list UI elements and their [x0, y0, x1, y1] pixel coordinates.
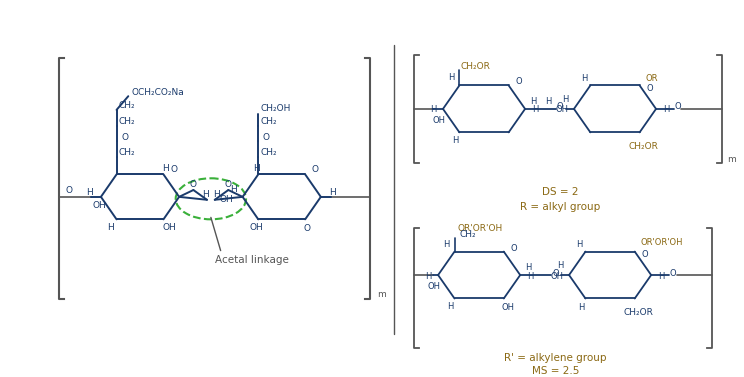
Text: H: H	[577, 240, 583, 249]
Text: H: H	[525, 263, 531, 272]
Text: H: H	[230, 184, 237, 193]
Text: CH₂OH: CH₂OH	[260, 104, 291, 113]
Text: CH₂: CH₂	[260, 117, 278, 126]
Text: CH₂: CH₂	[260, 149, 278, 157]
Text: OH: OH	[219, 195, 233, 204]
Text: CH₂: CH₂	[460, 230, 476, 239]
Text: CH₂: CH₂	[119, 101, 135, 110]
Text: O: O	[670, 268, 676, 277]
Text: O: O	[304, 224, 311, 233]
Text: CH₂: CH₂	[119, 149, 135, 157]
Text: H: H	[452, 136, 459, 145]
Text: O: O	[516, 77, 522, 86]
Text: OR'OR'OH: OR'OR'OH	[458, 224, 503, 233]
Text: O: O	[263, 133, 269, 142]
Text: CH₂: CH₂	[119, 117, 135, 126]
Text: H: H	[532, 106, 539, 114]
Text: H: H	[581, 74, 588, 83]
Text: m: m	[377, 290, 386, 299]
Text: CH₂OR: CH₂OR	[629, 141, 658, 150]
Text: R = alkyl group: R = alkyl group	[520, 202, 600, 211]
Text: H: H	[663, 106, 670, 114]
Text: OH: OH	[92, 201, 106, 210]
Text: OR'OR'OH: OR'OR'OH	[641, 238, 683, 247]
Text: OR: OR	[646, 74, 658, 83]
Text: O: O	[674, 103, 681, 112]
Text: O: O	[122, 133, 129, 142]
Text: OH: OH	[249, 223, 263, 231]
Text: CH₂OR: CH₂OR	[460, 62, 490, 71]
Text: O: O	[190, 180, 197, 188]
Text: OH: OH	[551, 271, 563, 280]
Text: Acetal linkage: Acetal linkage	[215, 255, 289, 265]
Text: OCH₂CO₂Na: OCH₂CO₂Na	[131, 88, 184, 97]
Text: H: H	[253, 164, 260, 173]
Text: OH: OH	[555, 106, 568, 114]
Text: H: H	[527, 271, 533, 280]
Text: H: H	[530, 97, 536, 106]
Text: R' = alkylene group: R' = alkylene group	[504, 353, 606, 363]
Text: MS = 2.5: MS = 2.5	[532, 366, 579, 376]
Text: OH: OH	[162, 223, 176, 231]
Text: O: O	[312, 165, 318, 174]
Text: H: H	[86, 188, 93, 198]
Text: H: H	[443, 240, 450, 249]
Text: CH₂OR: CH₂OR	[623, 308, 653, 317]
Text: O: O	[552, 268, 559, 277]
Text: OH: OH	[501, 303, 514, 312]
Text: OH: OH	[428, 282, 440, 291]
Text: m: m	[728, 155, 736, 164]
Text: OH: OH	[432, 116, 446, 125]
Text: H: H	[449, 73, 455, 82]
Text: H: H	[658, 271, 664, 280]
Text: DS = 2: DS = 2	[542, 187, 579, 197]
Text: H: H	[557, 261, 563, 270]
Text: O: O	[641, 250, 648, 259]
Text: H: H	[329, 188, 336, 198]
Text: H: H	[430, 106, 436, 114]
Text: O: O	[647, 84, 653, 93]
Text: O: O	[225, 180, 232, 188]
Text: H: H	[214, 190, 220, 199]
Text: H: H	[425, 271, 432, 280]
Text: H: H	[162, 164, 169, 173]
Text: O: O	[170, 165, 178, 174]
Text: H: H	[562, 95, 568, 104]
Text: O: O	[65, 185, 72, 195]
Text: H: H	[107, 223, 114, 231]
Text: H: H	[447, 302, 454, 311]
Text: H: H	[202, 190, 208, 199]
Text: H: H	[578, 303, 585, 312]
Text: O: O	[510, 244, 517, 253]
Text: H: H	[545, 97, 552, 106]
Text: O: O	[557, 103, 563, 112]
